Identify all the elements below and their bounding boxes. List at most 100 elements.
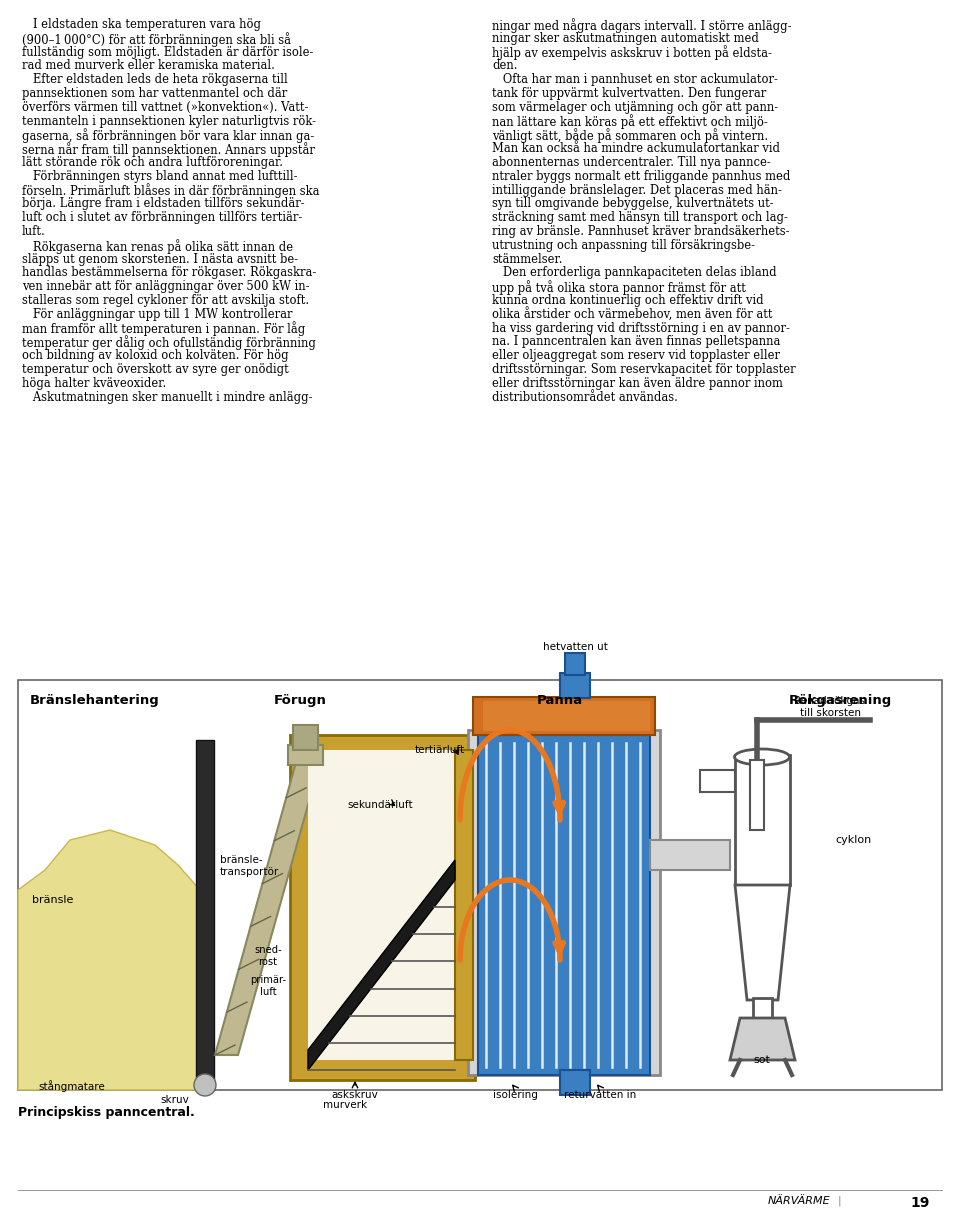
- Text: returvatten in: returvatten in: [564, 1090, 636, 1100]
- Bar: [560, 673, 590, 698]
- Bar: [700, 770, 735, 791]
- Text: släpps ut genom skorstenen. I nästa avsnitt be-: släpps ut genom skorstenen. I nästa avsn…: [22, 252, 299, 265]
- Text: stalleras som regel cykloner för att avskilja stoft.: stalleras som regel cykloner för att avs…: [22, 295, 309, 307]
- Text: Renad rökgas
till skorsten: Renad rökgas till skorsten: [795, 697, 866, 718]
- Bar: [293, 725, 318, 750]
- Text: tenmanteln i pannsektionen kyler naturligtvis rök-: tenmanteln i pannsektionen kyler naturli…: [22, 115, 316, 127]
- Text: gaserna, så förbränningen bör vara klar innan ga-: gaserna, så förbränningen bör vara klar …: [22, 128, 314, 143]
- Text: (900–1 000°C) för att förbränningen ska bli så: (900–1 000°C) för att förbränningen ska …: [22, 32, 291, 47]
- Ellipse shape: [734, 749, 789, 765]
- Text: handlas bestämmelserna för rökgaser. Rökgaskra-: handlas bestämmelserna för rökgaser. Rök…: [22, 267, 316, 280]
- Text: bränsle-
transportör: bränsle- transportör: [220, 854, 279, 876]
- Text: luft och i slutet av förbränningen tillförs tertiär-: luft och i slutet av förbränningen tillf…: [22, 211, 302, 224]
- Text: som värmelager och utjämning och gör att pann-: som värmelager och utjämning och gör att…: [492, 101, 779, 114]
- Text: luft.: luft.: [22, 225, 46, 238]
- Text: förseln. Primärluft blåses in där förbränningen ska: förseln. Primärluft blåses in där förbrä…: [22, 183, 320, 199]
- Text: sned-
rost: sned- rost: [254, 945, 282, 967]
- Text: skruv: skruv: [160, 1094, 189, 1105]
- Text: Askutmatningen sker manuellt i mindre anlägg-: Askutmatningen sker manuellt i mindre an…: [22, 390, 313, 404]
- Bar: [455, 750, 473, 1060]
- Polygon shape: [215, 755, 322, 1054]
- Bar: [308, 750, 458, 1060]
- Text: hetvatten ut: hetvatten ut: [542, 642, 608, 652]
- Text: Rökgaserna kan renas på olika sätt innan de: Rökgaserna kan renas på olika sätt innan…: [22, 239, 293, 253]
- Text: börja. Längre fram i eldstaden tillförs sekundär-: börja. Längre fram i eldstaden tillförs …: [22, 198, 304, 211]
- Text: tertiärluft: tertiärluft: [415, 745, 465, 755]
- Text: vänligt sätt, både på sommaren och på vintern.: vänligt sätt, både på sommaren och på vi…: [492, 128, 768, 143]
- Text: serna når fram till pannsektionen. Annars uppstår: serna når fram till pannsektionen. Annar…: [22, 142, 315, 158]
- Bar: [750, 760, 764, 830]
- Text: temperatur och överskott av syre ger onödigt: temperatur och överskott av syre ger onö…: [22, 364, 289, 376]
- Text: och bildning av koloxid och kolväten. För hög: och bildning av koloxid och kolväten. Fö…: [22, 349, 289, 362]
- Text: den.: den.: [492, 59, 517, 73]
- Bar: [650, 840, 730, 870]
- Text: ven innebär att för anläggningar över 500 kW in-: ven innebär att för anläggningar över 50…: [22, 280, 309, 293]
- Text: tank för uppvärmt kulvertvatten. Den fungerar: tank för uppvärmt kulvertvatten. Den fun…: [492, 87, 766, 101]
- Text: distributionsområdet användas.: distributionsområdet användas.: [492, 390, 678, 404]
- Text: askskruv: askskruv: [331, 1090, 378, 1100]
- Text: För anläggningar upp till 1 MW kontrollerar: För anläggningar upp till 1 MW kontrolle…: [22, 308, 293, 321]
- Text: sträckning samt med hänsyn till transport och lag-: sträckning samt med hänsyn till transpor…: [492, 211, 788, 224]
- Polygon shape: [18, 830, 200, 1090]
- Text: primär-
luft: primär- luft: [250, 974, 286, 996]
- Text: ningar med några dagars intervall. I större anlägg-: ningar med några dagars intervall. I stö…: [492, 18, 791, 33]
- Text: ntraler byggs normalt ett friliggande pannhus med: ntraler byggs normalt ett friliggande pa…: [492, 170, 790, 183]
- Text: Bränslehantering: Bränslehantering: [30, 694, 160, 707]
- Polygon shape: [735, 885, 790, 1000]
- Text: Den erforderliga pannkapaciteten delas ibland: Den erforderliga pannkapaciteten delas i…: [492, 267, 777, 280]
- Text: isolering: isolering: [492, 1090, 538, 1100]
- Text: ningar sker askutmatningen automatiskt med: ningar sker askutmatningen automatiskt m…: [492, 32, 758, 45]
- Text: Panna: Panna: [537, 694, 583, 707]
- Text: lätt störande rök och andra luftföroreningar.: lätt störande rök och andra luftföroreni…: [22, 156, 283, 168]
- Text: eller driftsstörningar kan även äldre pannor inom: eller driftsstörningar kan även äldre pa…: [492, 377, 782, 390]
- Text: stämmelser.: stämmelser.: [492, 252, 563, 265]
- Text: Förbränningen styrs bland annat med lufttill-: Förbränningen styrs bland annat med luft…: [22, 170, 298, 183]
- Text: Efter eldstaden leds de heta rökgaserna till: Efter eldstaden leds de heta rökgaserna …: [22, 73, 288, 86]
- Text: abonnenternas undercentraler. Till nya pannce-: abonnenternas undercentraler. Till nya p…: [492, 156, 771, 168]
- Text: ring av bränsle. Pannhuset kräver brandsäkerhets-: ring av bränsle. Pannhuset kräver brands…: [492, 225, 789, 238]
- Text: olika årstider och värmebehov, men även för att: olika årstider och värmebehov, men även …: [492, 308, 773, 322]
- Text: cyklon: cyklon: [835, 835, 872, 845]
- Text: Rökgasrening: Rökgasrening: [788, 694, 892, 707]
- Text: kunna ordna kontinuerlig och effektiv drift vid: kunna ordna kontinuerlig och effektiv dr…: [492, 295, 763, 307]
- Text: eller oljeaggregat som reserv vid topplaster eller: eller oljeaggregat som reserv vid toppla…: [492, 349, 780, 362]
- Text: Förugn: Förugn: [274, 694, 326, 707]
- Text: utrustning och anpassning till försäkringsbe-: utrustning och anpassning till försäkrin…: [492, 239, 755, 252]
- Bar: [196, 741, 214, 1090]
- Text: na. I panncentralen kan även finnas pelletspanna: na. I panncentralen kan även finnas pell…: [492, 336, 780, 348]
- Text: temperatur ger dålig och ofullständig förbränning: temperatur ger dålig och ofullständig fö…: [22, 336, 316, 350]
- Text: syn till omgivande bebyggelse, kulvertnätets ut-: syn till omgivande bebyggelse, kulvertnä…: [492, 198, 774, 211]
- Bar: [468, 730, 660, 1075]
- Bar: [753, 997, 772, 1018]
- Text: driftsstörningar. Som reservkapacitet för topplaster: driftsstörningar. Som reservkapacitet fö…: [492, 364, 796, 376]
- Text: nan lättare kan köras på ett effektivt och miljö-: nan lättare kan köras på ett effektivt o…: [492, 115, 768, 130]
- Text: rad med murverk eller keramiska material.: rad med murverk eller keramiska material…: [22, 59, 275, 73]
- Bar: [560, 1070, 590, 1094]
- Text: sot: sot: [754, 1054, 771, 1065]
- Text: upp på två olika stora pannor främst för att: upp på två olika stora pannor främst för…: [492, 280, 746, 295]
- Text: intilliggande bränslelager. Det placeras med hän-: intilliggande bränslelager. Det placeras…: [492, 183, 781, 196]
- Text: 19: 19: [910, 1196, 929, 1210]
- Bar: [473, 697, 655, 734]
- Text: fullständig som möjligt. Eldstaden är därför isole-: fullständig som möjligt. Eldstaden är dä…: [22, 46, 313, 58]
- Polygon shape: [730, 1018, 795, 1060]
- Text: hjälp av exempelvis askskruv i botten på eldsta-: hjälp av exempelvis askskruv i botten på…: [492, 46, 772, 61]
- Bar: [288, 745, 323, 765]
- Circle shape: [194, 1074, 216, 1096]
- Bar: [735, 755, 790, 885]
- Text: |: |: [838, 1196, 842, 1206]
- Text: murverk: murverk: [323, 1100, 367, 1110]
- Text: man framför allt temperaturen i pannan. För låg: man framför allt temperaturen i pannan. …: [22, 321, 305, 337]
- Text: höga halter kväveoxider.: höga halter kväveoxider.: [22, 377, 166, 390]
- Text: Principskiss panncentral.: Principskiss panncentral.: [18, 1107, 195, 1119]
- Bar: [483, 701, 650, 731]
- Text: ha viss gardering vid driftsstörning i en av pannor-: ha viss gardering vid driftsstörning i e…: [492, 321, 790, 335]
- Bar: [478, 734, 650, 1075]
- Text: Ofta har man i pannhuset en stor ackumulator-: Ofta har man i pannhuset en stor ackumul…: [492, 73, 778, 86]
- Text: I eldstaden ska temperaturen vara hög: I eldstaden ska temperaturen vara hög: [22, 18, 261, 32]
- Polygon shape: [308, 861, 455, 1070]
- Text: Man kan också ha mindre ackumulatortankar vid: Man kan också ha mindre ackumulatortanka…: [492, 142, 780, 155]
- Text: NÄRVÄRME: NÄRVÄRME: [767, 1196, 830, 1206]
- Text: stångmatare: stångmatare: [38, 1080, 105, 1092]
- Text: sekundärluft: sekundärluft: [348, 800, 413, 810]
